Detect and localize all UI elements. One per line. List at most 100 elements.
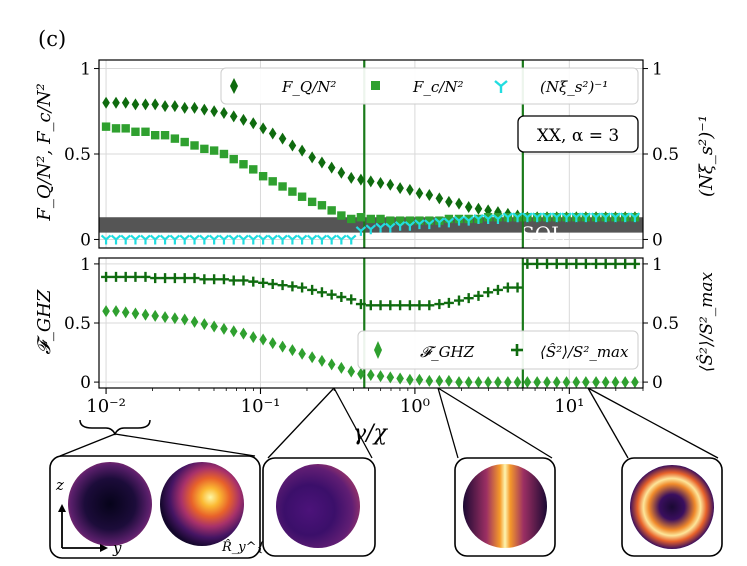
data-point-diamond: [141, 308, 150, 321]
y-tick-label-right: 1: [652, 255, 663, 275]
data-point-tri_down: [159, 234, 171, 245]
data-point-diamond: [396, 182, 404, 195]
data-point-plus: [561, 258, 572, 269]
data-point-square: [366, 214, 375, 224]
legend-marker-squeeze: [494, 80, 508, 93]
data-point-diamond: [386, 371, 395, 384]
data-point-square: [111, 124, 121, 133]
data-point-square: [347, 214, 356, 224]
sphere-wigner-ring: [630, 465, 714, 549]
data-point-diamond: [121, 306, 130, 319]
data-point-square: [327, 206, 336, 215]
data-point-diamond: [229, 110, 238, 123]
data-point-tri_down: [473, 214, 484, 224]
data-point-plus: [629, 258, 640, 269]
axes-arrows: [58, 504, 108, 552]
data-point-diamond: [347, 171, 356, 184]
data-point-diamond: [445, 195, 453, 208]
data-point-diamond: [386, 178, 395, 191]
data-point-square: [454, 214, 464, 224]
data-point-plus: [169, 273, 180, 284]
data-point-diamond: [102, 305, 110, 318]
data-point-tri_down: [561, 212, 572, 223]
data-point-diamond: [131, 307, 140, 320]
data-point-diamond: [151, 98, 159, 111]
inset-1.4: [454, 457, 556, 557]
data-point-tri_down: [512, 212, 523, 223]
data-point-tri_down: [385, 222, 396, 233]
bottom-left-ylabel: 𝓕_GHZ: [34, 289, 55, 354]
inset-0.3: [262, 457, 376, 557]
data-point-tri_down: [453, 215, 465, 226]
data-point-diamond: [513, 376, 522, 388]
sphere-wigner-purple: [276, 464, 360, 548]
legend-label-ghz: 𝓕_GHZ: [420, 343, 475, 361]
data-point-diamond: [220, 106, 228, 119]
data-point-diamond: [415, 187, 424, 200]
data-point-tri_down: [326, 234, 337, 245]
data-point-diamond: [298, 144, 306, 157]
data-point-tri_down: [443, 217, 455, 228]
data-point-plus: [414, 300, 425, 311]
data-point-square: [160, 131, 170, 140]
data-point-tri_down: [394, 220, 406, 231]
data-point-plus: [277, 280, 288, 291]
data-point-square: [101, 122, 111, 131]
data-point-diamond: [161, 311, 169, 324]
data-point-tri_down: [502, 212, 514, 223]
data-point-diamond: [347, 365, 356, 378]
data-point-diamond: [318, 156, 326, 169]
top-left-ticks: 00.51: [64, 60, 99, 250]
legend-label-fq: F_Q/N²: [281, 78, 336, 96]
data-point-diamond: [376, 370, 385, 383]
y-tick-label-left: 1: [80, 255, 91, 275]
data-point-plus: [483, 287, 494, 298]
data-point-square: [200, 144, 209, 154]
bottom-panel: 𝓕_GHZ ⟨Ŝ²⟩/S²_max 00.51 00.51: [64, 255, 679, 393]
data-point-plus: [218, 274, 229, 285]
data-point-diamond: [455, 376, 463, 388]
data-point-tri_down: [346, 234, 357, 245]
x-tick-label: 10⁰: [400, 396, 430, 417]
data-point-tri_down: [306, 234, 318, 245]
model-annotation-text: XX, α = 3: [537, 126, 619, 146]
data-point-diamond: [435, 192, 444, 205]
data-point-diamond: [141, 98, 150, 111]
data-point-diamond: [180, 313, 189, 326]
data-point-diamond: [455, 197, 463, 210]
legend-label-s2: ⟨Ŝ²⟩/S²_max: [540, 343, 629, 361]
data-point-diamond: [180, 101, 189, 114]
data-point-plus: [424, 300, 435, 311]
data-point-plus: [463, 293, 474, 304]
data-point-plus: [492, 284, 503, 295]
data-point-diamond: [396, 372, 404, 385]
data-point-diamond: [239, 113, 248, 126]
top-panel: SQL 00.51 00.51 F_Q/N² F_c/N² (Nξ_s²)⁻¹ …: [64, 59, 679, 250]
data-point-plus: [238, 275, 249, 286]
data-point-square: [150, 131, 160, 140]
data-point-plus: [385, 300, 396, 311]
data-point-diamond: [357, 173, 365, 186]
data-point-plus: [307, 284, 318, 295]
data-point-diamond: [288, 344, 297, 357]
data-point-diamond: [366, 369, 375, 381]
bottom-right-ticks: 00.51: [643, 255, 679, 393]
data-point-plus: [101, 271, 112, 282]
data-point-diamond: [543, 376, 551, 388]
x-tick-label: 10¹: [554, 396, 584, 417]
data-point-diamond: [464, 376, 473, 388]
data-point-diamond: [121, 96, 130, 109]
y-tick-label-right: 0: [652, 230, 663, 250]
data-point-diamond: [631, 376, 639, 388]
legend-marker-ghz: [374, 341, 382, 359]
data-point-diamond: [268, 127, 277, 140]
data-point-square: [405, 216, 415, 225]
data-point-plus: [258, 277, 269, 288]
data-point-plus: [355, 299, 366, 310]
data-point-tri_down: [590, 212, 602, 223]
data-point-tri_down: [179, 234, 190, 245]
data-point-diamond: [298, 347, 306, 360]
data-point-tri_down: [189, 234, 200, 245]
data-point-diamond: [131, 98, 140, 111]
